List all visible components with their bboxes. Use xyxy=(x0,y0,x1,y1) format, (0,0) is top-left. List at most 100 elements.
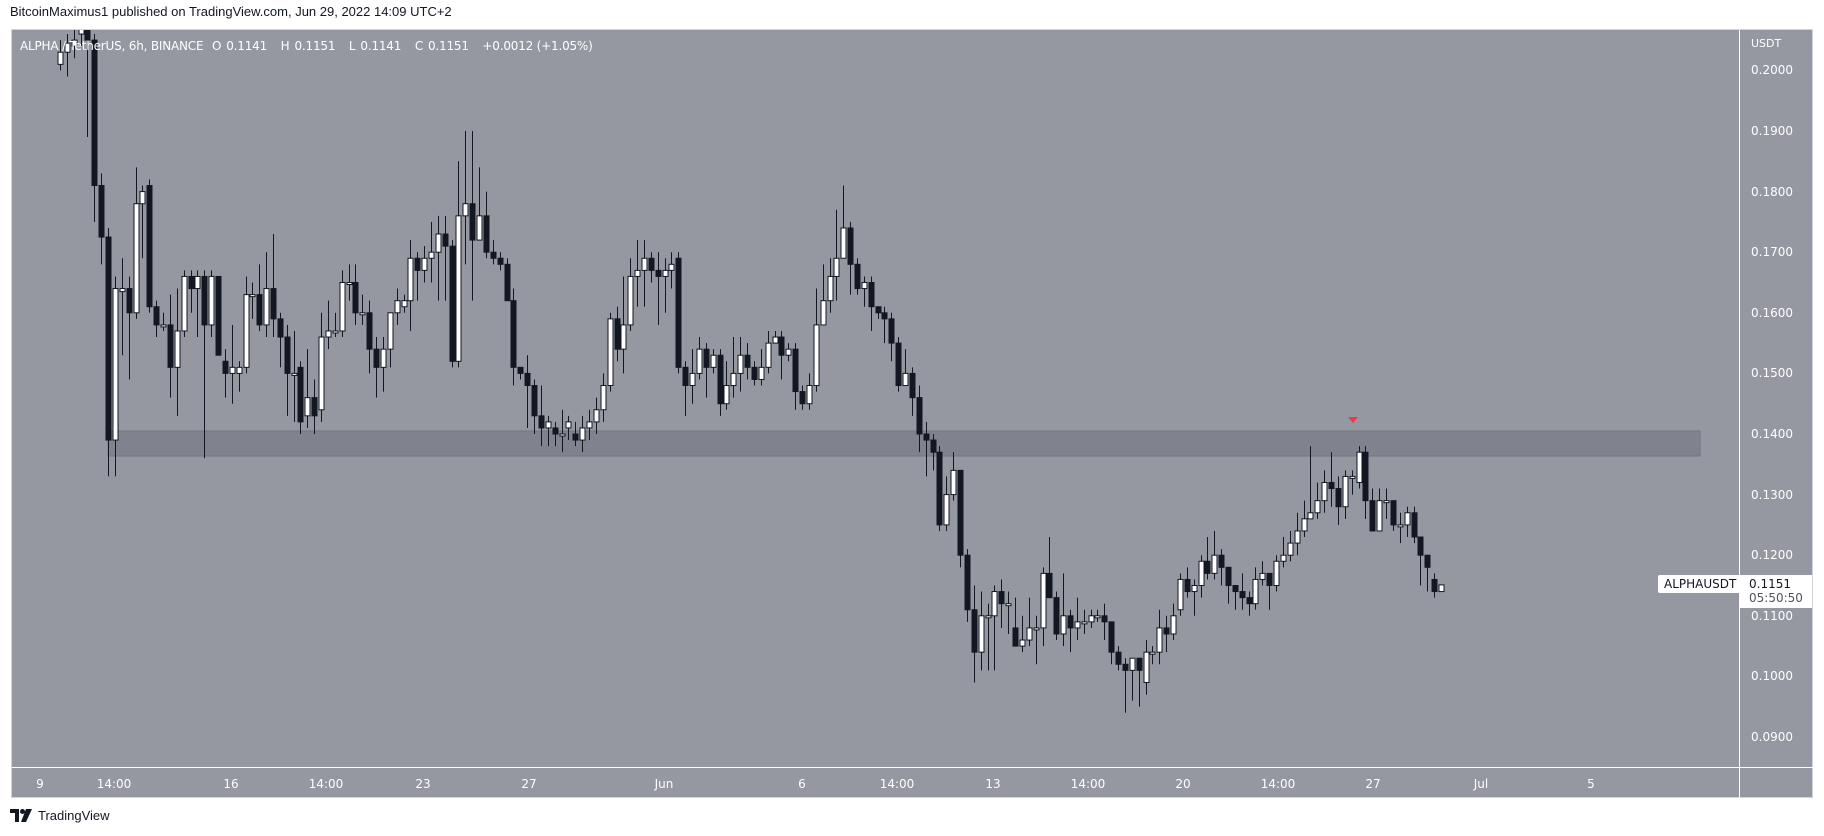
candle-down xyxy=(1101,615,1108,623)
candle-down xyxy=(1136,657,1143,671)
candlestick-chart xyxy=(57,30,1701,713)
candle-down xyxy=(1424,554,1431,568)
symbol-title[interactable]: ALPHA / TetherUS, 6h, BINANCE xyxy=(20,39,204,53)
candle-down xyxy=(957,469,964,556)
chart-pane[interactable] xyxy=(12,30,1739,767)
candle-down xyxy=(517,366,524,374)
axis-corner xyxy=(1739,767,1813,798)
close-label: C xyxy=(414,39,423,53)
candle-up xyxy=(559,433,566,437)
candle-up xyxy=(1170,615,1177,635)
candle-up xyxy=(208,275,215,326)
price-tick: 0.1500 xyxy=(1751,366,1793,381)
candle-down xyxy=(648,257,655,271)
candle-down xyxy=(1232,585,1239,593)
candle-down xyxy=(504,263,511,302)
candle-down xyxy=(1239,591,1246,599)
candle-up xyxy=(765,342,772,368)
candle-up xyxy=(593,409,600,423)
candle-down xyxy=(352,282,359,314)
candle-up xyxy=(1342,475,1349,508)
candle-up xyxy=(1321,481,1328,502)
footer: TradingView xyxy=(10,808,110,823)
candle-down xyxy=(1335,488,1342,508)
candle-up xyxy=(407,257,414,302)
time-tick: 20 xyxy=(1175,777,1191,791)
candle-up xyxy=(1060,615,1067,635)
price-tick: 0.1100 xyxy=(1751,608,1793,623)
candle-down xyxy=(895,342,902,387)
candle-up xyxy=(1081,621,1088,625)
price-tick: 0.1400 xyxy=(1751,427,1793,441)
candle-down xyxy=(916,397,923,435)
candle-down xyxy=(222,360,229,374)
candle-up xyxy=(1301,518,1308,532)
time-tick: Jun xyxy=(654,777,674,791)
candle-down xyxy=(847,227,854,265)
candle-down xyxy=(146,185,153,308)
candle-up xyxy=(71,39,78,47)
time-tick: 13 xyxy=(985,777,1001,791)
candle-up xyxy=(806,385,813,405)
bar-countdown: 05:50:50 xyxy=(1749,591,1803,605)
candle-up xyxy=(710,354,717,368)
candle-down xyxy=(1218,554,1225,568)
candle-down xyxy=(256,294,263,326)
candle-down xyxy=(888,318,895,344)
candle-down xyxy=(414,257,421,271)
time-axis[interactable] xyxy=(12,767,1739,798)
time-tick: 14:00 xyxy=(308,777,344,791)
candle-up xyxy=(607,318,614,387)
resistance-zone[interactable] xyxy=(107,430,1701,457)
price-axis[interactable] xyxy=(1739,30,1813,767)
candle-down xyxy=(854,263,861,290)
candle-down xyxy=(751,366,758,380)
tradingview-brand[interactable]: TradingView xyxy=(38,808,110,823)
candle-up xyxy=(229,366,236,374)
candle-up xyxy=(833,257,840,277)
time-tick: 14:00 xyxy=(1070,777,1106,791)
candle-up xyxy=(181,275,188,332)
candle-down xyxy=(717,354,724,405)
candle-down xyxy=(1115,651,1122,665)
candle-up xyxy=(387,312,394,350)
candle-down xyxy=(497,257,504,265)
candle-up xyxy=(565,421,572,429)
candle-up xyxy=(380,348,387,368)
candle-up xyxy=(263,288,270,326)
candle-up xyxy=(668,263,675,271)
price-tick: 0.1300 xyxy=(1751,487,1793,502)
candle-up xyxy=(428,251,435,259)
candle-up xyxy=(291,372,298,376)
candles xyxy=(57,30,1445,713)
candle-up xyxy=(627,275,634,326)
candle-down xyxy=(572,433,579,441)
price-axis-unit: USDT xyxy=(1751,37,1782,50)
candle-down xyxy=(538,415,545,429)
candle-up xyxy=(730,372,737,387)
tradingview-logo-icon xyxy=(10,808,32,822)
candle-up xyxy=(950,469,957,496)
candle-up xyxy=(840,227,847,259)
high-value: 0.1151 xyxy=(294,39,336,53)
price-tick: 0.1900 xyxy=(1751,124,1793,138)
candle-down xyxy=(84,30,91,41)
price-tick: 0.0900 xyxy=(1751,730,1793,744)
candle-up xyxy=(737,354,744,374)
candle-up xyxy=(1198,560,1205,587)
candle-down xyxy=(1108,621,1115,653)
candle-down xyxy=(153,306,160,326)
candle-down xyxy=(675,257,682,368)
candle-down xyxy=(524,372,531,387)
symbol-price-label: ALPHAUSDT xyxy=(1658,575,1743,593)
candle-up xyxy=(112,288,119,441)
candle-down xyxy=(614,318,621,350)
candle-up xyxy=(435,233,442,253)
candle-up xyxy=(421,257,428,271)
candle-down xyxy=(1328,481,1335,490)
last-price: 0.1151 xyxy=(1749,577,1791,591)
candle-up xyxy=(57,51,64,65)
candle-up xyxy=(455,215,462,362)
price-tick: 0.2000 xyxy=(1751,63,1793,78)
candle-up xyxy=(545,421,552,429)
